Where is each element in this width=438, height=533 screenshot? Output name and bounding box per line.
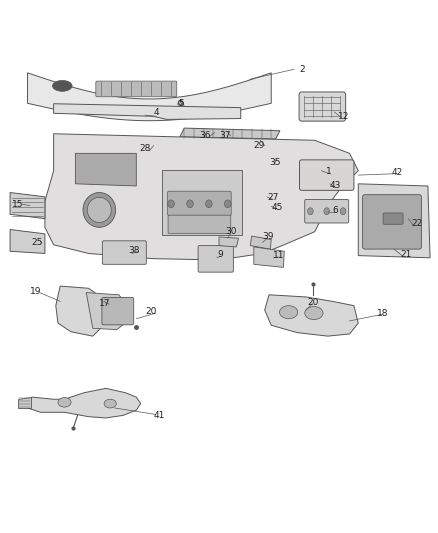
- FancyBboxPatch shape: [102, 241, 146, 264]
- Polygon shape: [265, 295, 358, 336]
- Text: 42: 42: [392, 168, 403, 177]
- Polygon shape: [10, 192, 45, 219]
- Text: 30: 30: [225, 227, 237, 236]
- Text: 39: 39: [262, 231, 273, 240]
- Text: 18: 18: [377, 309, 389, 318]
- Polygon shape: [28, 389, 141, 418]
- Polygon shape: [251, 236, 271, 249]
- Text: 20: 20: [146, 307, 157, 316]
- Text: 12: 12: [338, 112, 349, 121]
- FancyBboxPatch shape: [96, 81, 177, 97]
- Text: 5: 5: [178, 99, 184, 108]
- Ellipse shape: [168, 200, 174, 208]
- FancyBboxPatch shape: [299, 92, 346, 121]
- Polygon shape: [219, 237, 239, 247]
- FancyBboxPatch shape: [168, 191, 231, 215]
- Text: 41: 41: [154, 411, 165, 421]
- Polygon shape: [75, 154, 136, 186]
- FancyBboxPatch shape: [102, 297, 134, 325]
- Ellipse shape: [58, 398, 71, 407]
- Polygon shape: [254, 247, 284, 268]
- FancyBboxPatch shape: [363, 195, 421, 249]
- Ellipse shape: [83, 192, 116, 228]
- Polygon shape: [45, 134, 358, 260]
- Text: 9: 9: [217, 250, 223, 259]
- FancyBboxPatch shape: [305, 199, 349, 223]
- FancyBboxPatch shape: [168, 215, 231, 233]
- Text: 27: 27: [267, 193, 279, 202]
- Polygon shape: [10, 230, 45, 254]
- Text: 22: 22: [411, 220, 423, 228]
- Ellipse shape: [224, 200, 231, 208]
- Ellipse shape: [104, 399, 116, 408]
- Ellipse shape: [340, 208, 346, 215]
- Ellipse shape: [205, 200, 212, 208]
- Ellipse shape: [279, 305, 298, 319]
- Text: 45: 45: [272, 203, 283, 212]
- Text: 37: 37: [220, 132, 231, 140]
- Polygon shape: [86, 293, 125, 329]
- Text: 28: 28: [139, 144, 151, 154]
- Text: 19: 19: [30, 287, 41, 296]
- Ellipse shape: [305, 306, 323, 320]
- Text: 2: 2: [299, 65, 304, 74]
- Text: 15: 15: [12, 200, 24, 209]
- Polygon shape: [180, 128, 280, 139]
- Text: 6: 6: [333, 206, 339, 215]
- Text: 11: 11: [273, 251, 285, 260]
- Text: 4: 4: [153, 108, 159, 117]
- Text: 36: 36: [199, 132, 211, 140]
- FancyBboxPatch shape: [162, 170, 242, 235]
- Text: 17: 17: [99, 298, 111, 308]
- Text: 38: 38: [128, 246, 140, 255]
- Ellipse shape: [87, 197, 111, 223]
- Polygon shape: [53, 104, 241, 119]
- Ellipse shape: [324, 208, 329, 215]
- Text: 43: 43: [330, 181, 341, 190]
- FancyBboxPatch shape: [383, 213, 403, 224]
- Text: 20: 20: [307, 298, 318, 306]
- Text: 29: 29: [253, 141, 265, 150]
- Polygon shape: [18, 397, 31, 408]
- Ellipse shape: [187, 200, 193, 208]
- Polygon shape: [28, 73, 271, 120]
- FancyBboxPatch shape: [198, 246, 233, 272]
- Ellipse shape: [307, 208, 313, 215]
- Ellipse shape: [53, 80, 72, 91]
- Polygon shape: [56, 286, 102, 336]
- Polygon shape: [358, 184, 430, 258]
- Text: 35: 35: [269, 158, 280, 167]
- Text: 21: 21: [400, 251, 412, 259]
- Text: 25: 25: [32, 238, 43, 247]
- Text: 1: 1: [326, 167, 332, 176]
- FancyBboxPatch shape: [300, 160, 354, 190]
